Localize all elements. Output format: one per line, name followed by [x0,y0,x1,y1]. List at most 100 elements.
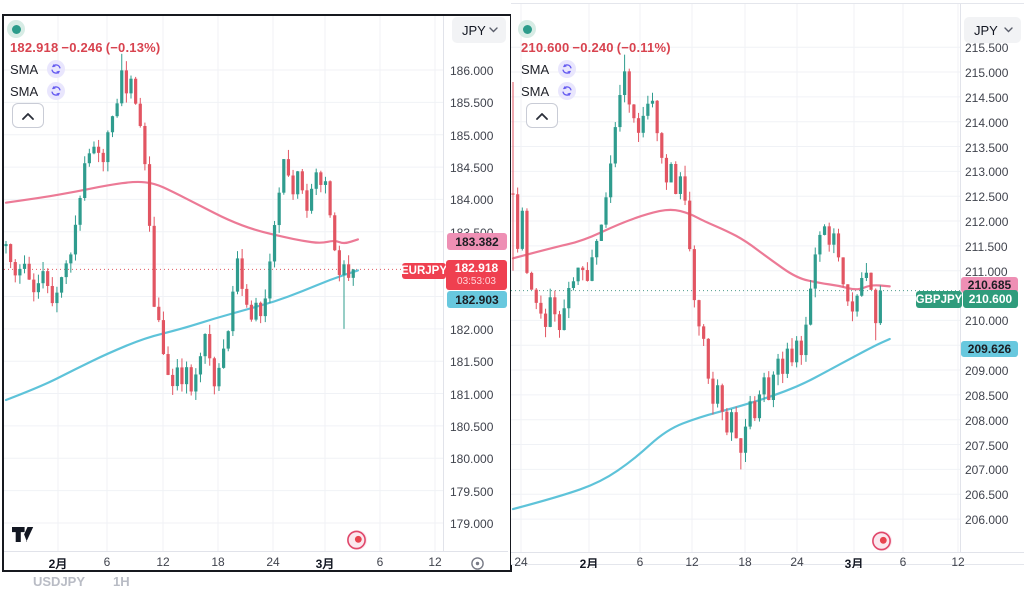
price-tick-label: 212.500 [965,190,1009,205]
gbpjpy-symbol-tag: GBPJPY [916,291,962,308]
quote-price: 210.600 [521,40,570,55]
price-tick-label: 179.000 [450,516,494,531]
scroll-to-realtime-icon[interactable] [470,556,485,571]
gbpjpy-quote-line: 210.600 −0.240 (−0.11%) [521,40,674,55]
price-tick-label: 185.500 [450,96,494,111]
price-tick-label: 215.000 [965,66,1009,81]
collapse-legend-button[interactable] [526,103,558,128]
time-tick-label: 6 [376,555,384,569]
price-tick-label: 182.000 [450,322,494,337]
current-price-label: 210.600 [963,290,1018,308]
time-tick-label: 2月 [48,557,68,570]
price-tick-label: 206.000 [965,513,1009,528]
footer-symbol-cut: USDJPY [33,574,86,589]
price-tick-label: 208.500 [965,388,1009,403]
bar-countdown: 03:53:03 [457,276,496,287]
currency-value: JPY [974,22,998,38]
indicator-row-sma-1: SMA [10,60,66,78]
sma-high-price-label: 183.382 [447,233,507,250]
indicator-row-sma-1: SMA [521,60,577,78]
eurjpy-time-axis[interactable]: 2月 6 12 18 24 3月 6 12 [4,554,508,570]
time-tick-label: 2月 [579,557,599,568]
price-tick-label: 185.000 [450,128,494,143]
sma-high-price-label: 210.685 [961,277,1018,293]
sma-low-price-label: 182.903 [447,291,507,308]
collapse-legend-button[interactable] [12,103,44,128]
time-tick-label: 18 [211,555,225,569]
panel-bottom-border [511,564,1024,565]
quote-price: 182.918 [10,40,59,55]
price-tick-label: 211.500 [965,239,1008,254]
price-tick-label: 214.500 [965,90,1009,105]
eurjpy-symbol-tag: EURJPY [400,263,448,279]
gbpjpy-candlestick-plot[interactable] [511,4,1024,553]
price-tick-label: 213.500 [965,140,1009,155]
quote-change-pct: (−0.11%) [616,40,671,55]
price-tick-label: 208.000 [965,413,1009,428]
time-tick-label: 3月 [315,557,335,570]
sma-low-price-label: 209.626 [961,341,1018,357]
current-price-label: 182.918 03:53:03 [446,260,507,290]
time-tick-label: 18 [738,555,752,568]
price-tick-label: 211.000 [965,264,1008,279]
time-tick-label: 24 [266,555,280,569]
eurjpy-quote-line: 182.918 −0.246 (−0.13%) [10,40,163,55]
price-tick-label: 181.500 [450,355,494,370]
time-tick-label: 3月 [844,557,864,568]
price-tick-label: 180.000 [450,452,494,467]
price-tick-label: 213.000 [965,165,1009,180]
price-tick-label: 184.500 [450,161,494,176]
currency-dropdown[interactable]: JPY [964,17,1021,43]
price-tick-label: 209.000 [965,364,1009,379]
price-tick-label: 186.000 [450,64,494,78]
symbol-status-dot [7,20,25,38]
price-tick-label: 207.000 [965,463,1009,478]
chevron-up-icon [536,112,548,120]
price-tick-label: 184.000 [450,193,494,208]
price-tick-label: 207.500 [965,438,1009,453]
time-tick-label: 12 [428,555,442,569]
price-tick-label: 210.000 [965,314,1009,329]
symbol-status-dot [518,20,536,38]
quote-change: −0.240 [572,40,614,55]
footer-interval-cut: 1H [113,574,130,589]
chart-panel-gbpjpy[interactable]: 210.600 −0.240 (−0.11%) SMA SMA JPY 215.50… [511,3,1024,568]
currency-value: JPY [462,22,486,38]
price-tick-label: 206.500 [965,488,1009,503]
sma-label: SMA [521,83,550,99]
time-tick-label: 6 [103,555,111,569]
time-tick-label: 6 [899,555,907,568]
indicator-loading-icon [558,60,577,78]
chart-panel-eurjpy[interactable]: 182.918 −0.246 (−0.13%) SMA SMA JPY 186.00… [2,14,512,572]
sma-label: SMA [10,83,39,99]
price-tick-label: 181.000 [450,387,494,402]
time-tick-label: 24 [790,555,804,568]
price-tick-label: 215.500 [965,41,1009,56]
tradingview-logo[interactable] [12,527,36,546]
indicator-loading-icon [47,60,66,78]
sma-label: SMA [521,61,550,77]
gbpjpy-time-axis[interactable]: 24 2月 6 12 18 24 3月 6 12 [511,554,971,568]
price-tick-label: 214.000 [965,115,1009,130]
quote-change: −0.246 [61,40,103,55]
chevron-down-icon [489,27,498,33]
indicator-loading-icon [558,82,577,100]
indicator-loading-icon [47,82,66,100]
indicator-row-sma-2: SMA [10,82,66,100]
indicator-row-sma-2: SMA [521,82,577,100]
currency-dropdown[interactable]: JPY [452,17,506,43]
record-live-button[interactable] [871,530,893,552]
time-tick-label: 24 [514,555,528,568]
current-price-value: 182.918 [454,261,499,275]
quote-change-pct: (−0.13%) [105,40,161,55]
price-tick-label: 179.500 [450,484,494,499]
price-tick-label: 212.000 [965,215,1009,230]
record-live-button[interactable] [346,529,368,551]
chevron-up-icon [22,112,34,120]
price-tick-label: 180.500 [450,419,494,434]
chevron-down-icon [1004,27,1013,33]
panel-top-border [511,3,1024,4]
eurjpy-candlestick-plot[interactable] [4,16,508,552]
sma-label: SMA [10,61,39,77]
time-tick-label: 6 [636,555,644,568]
